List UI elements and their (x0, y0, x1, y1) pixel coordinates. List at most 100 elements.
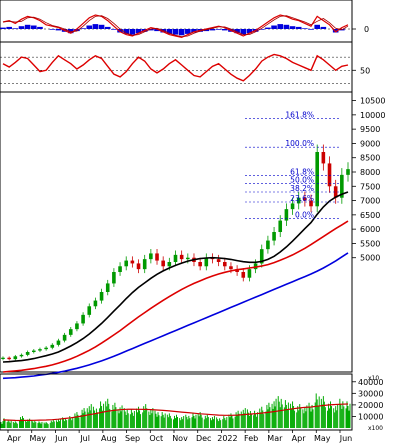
volume-tick-label: 10000 (358, 412, 383, 421)
x-tick-label: Jul (79, 434, 90, 443)
candle-body (266, 240, 270, 250)
indicator1-histogram-bar (18, 26, 25, 29)
candle-body (290, 203, 295, 210)
candle-body (105, 283, 110, 292)
price-tick-label: 9500 (360, 125, 380, 134)
x-tick-label: Aug (101, 434, 117, 443)
price-multiplier-label: x10 (368, 375, 379, 382)
indicator1-histogram-bar (6, 26, 12, 29)
candle-body (25, 352, 30, 355)
x-tick-label: Mar (267, 434, 283, 443)
indicator1-histogram-bar (234, 29, 240, 34)
price-tick-label: 6500 (360, 211, 380, 220)
indicator1-histogram-bar (117, 29, 123, 33)
candle-body (315, 152, 319, 207)
indicator1-histogram-bar (55, 29, 62, 31)
fib-level-label: 161.8% (285, 110, 314, 119)
price-tick-label: 10000 (360, 111, 385, 120)
indicator1-histogram-bar (209, 29, 216, 31)
indicator1-histogram-bar (123, 29, 130, 34)
price-panel: 161.8% 100.0% 61.8%50.0%38.2%23.6% 0.0% (0, 91, 353, 380)
indicator1-histogram-bar (148, 29, 154, 31)
indicator1-histogram-bar (86, 25, 93, 29)
volume-tick-label: 20000 (358, 401, 383, 410)
candle-body (81, 314, 85, 324)
candle-body (149, 253, 153, 260)
indicator1-histogram-bar (320, 26, 327, 29)
ma-red-line (2, 220, 349, 373)
candle-body (340, 174, 344, 198)
x-tick-label: Jun (54, 434, 68, 443)
candle-body (309, 200, 313, 207)
candle-body (56, 340, 61, 345)
candle-body (167, 262, 172, 267)
indicator1-histogram-bar (221, 29, 228, 31)
indicator1-histogram-bar (49, 29, 56, 30)
x-tick-label: Oct (149, 434, 163, 443)
indicator1-histogram-bar (31, 25, 37, 29)
price-tick-label: 7000 (360, 197, 380, 206)
candle-body (222, 262, 227, 267)
indicator1-histogram-bar (104, 26, 111, 29)
ma-blue-line (2, 252, 349, 380)
candle-body (87, 306, 92, 315)
indicator1-histogram-bar (314, 24, 320, 29)
indicator1-histogram-bar (258, 29, 265, 30)
indicator1-histogram-bar (12, 28, 19, 29)
indicator1-histogram-bar (308, 29, 314, 30)
price-tick-label: 10500 (360, 97, 385, 106)
fib-level-label: 100.0% (285, 139, 314, 148)
volume-panel-border (0, 373, 353, 431)
candle-body (173, 254, 178, 262)
x-tick-label: Apr (292, 434, 307, 443)
candle-body (62, 334, 67, 341)
fib-level-label: 50.0% (290, 175, 314, 184)
indicator1-histogram-bar (135, 29, 142, 34)
price-tick-label: 8500 (360, 154, 380, 163)
indicator1-histogram-bar (302, 28, 308, 29)
candle-body (19, 354, 24, 357)
candle-body (235, 269, 239, 272)
indicator1-histogram-bar (37, 26, 43, 29)
x-tick-label: Feb (244, 434, 258, 443)
indicator1-histogram-bar (185, 29, 191, 34)
candle-body (229, 266, 233, 270)
x-tick-label: Nov (172, 434, 188, 443)
candle-body (1, 357, 5, 359)
candle-body (253, 263, 258, 270)
indicator1-histogram-bar (67, 29, 74, 34)
candle-body (32, 350, 36, 352)
candle-body (68, 329, 73, 335)
indicator1-histogram-bar (240, 29, 247, 35)
fib-level-label: 61.8% (290, 167, 314, 176)
candle-body (186, 257, 190, 260)
volume-multiplier-label: x100 (368, 425, 383, 432)
price-tick-label: 5500 (360, 239, 380, 248)
candle-body (44, 347, 48, 350)
candle-body (112, 272, 116, 284)
candle-body (278, 220, 283, 232)
candle-body (99, 292, 104, 301)
candle-body (346, 169, 350, 175)
indicator1-histogram-bar (215, 29, 222, 30)
candle-body (204, 257, 209, 267)
candle-body (50, 344, 55, 348)
indicator1-histogram-bar (178, 29, 185, 36)
fib-level-label: 38.2% (290, 184, 314, 193)
x-tick-label: Jun (339, 434, 353, 443)
indicator1-tick-label: 0 (364, 25, 369, 34)
price-panel-border (0, 91, 353, 373)
candle-body (321, 152, 326, 164)
indicator2-panel (0, 41, 353, 93)
x-tick-label: Sep (125, 434, 140, 443)
candle-body (124, 260, 129, 267)
price-tick-label: 6000 (360, 225, 380, 234)
candle-body (136, 263, 141, 270)
price-tick-label: 5000 (360, 254, 380, 263)
candle-body (296, 197, 301, 204)
price-tick-label: 8000 (360, 168, 380, 177)
candle-body (93, 300, 98, 307)
volume-tick-label: 30000 (358, 389, 383, 398)
indicator1-histogram-bar (265, 27, 271, 29)
indicator1-histogram-bar (283, 24, 290, 29)
